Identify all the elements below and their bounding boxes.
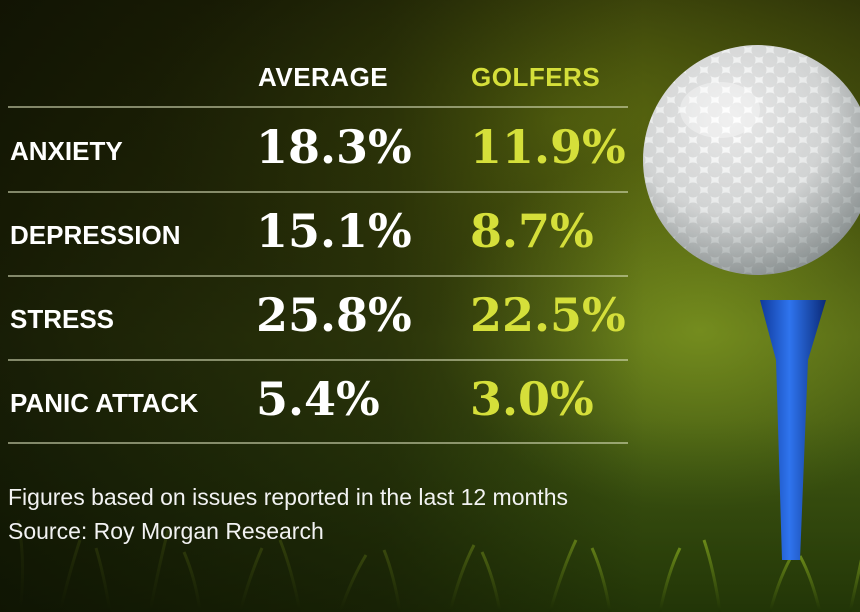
divider	[8, 442, 628, 444]
golfers-value: 8.7%	[470, 204, 594, 258]
table-row: PANIC ATTACK 5.4% 3.0%	[0, 362, 640, 446]
golfers-value: 22.5%	[470, 288, 626, 342]
table-row: ANXIETY 18.3% 11.9%	[0, 110, 640, 194]
golfers-value: 11.9%	[470, 120, 626, 174]
average-value: 25.8%	[256, 288, 412, 342]
divider	[8, 106, 628, 108]
average-value: 5.4%	[256, 372, 380, 426]
source-note: Source: Roy Morgan Research	[8, 518, 324, 544]
divider	[8, 359, 628, 361]
row-label: DEPRESSION	[10, 220, 181, 250]
column-header-average: AVERAGE	[258, 62, 389, 92]
divider	[8, 275, 628, 277]
row-label: PANIC ATTACK	[10, 388, 199, 418]
footnote: Figures based on issues reported in the …	[8, 484, 568, 510]
golfers-value: 3.0%	[470, 372, 594, 426]
average-value: 18.3%	[256, 120, 412, 174]
divider	[8, 191, 628, 193]
row-label: ANXIETY	[10, 136, 123, 166]
table-row: STRESS 25.8% 22.5%	[0, 278, 640, 362]
average-value: 15.1%	[256, 204, 412, 258]
column-header-golfers: GOLFERS	[471, 62, 601, 92]
table-row: DEPRESSION 15.1% 8.7%	[0, 194, 640, 278]
row-label: STRESS	[10, 304, 115, 334]
